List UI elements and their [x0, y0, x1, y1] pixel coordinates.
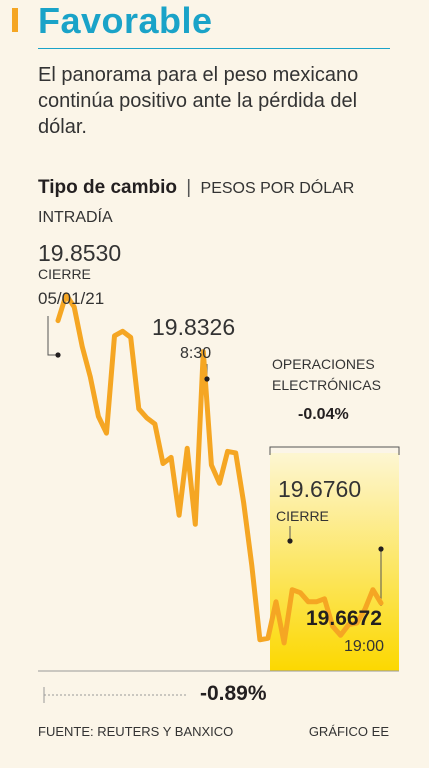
data-point [73, 306, 75, 308]
open-date-label: 05/01/21 [38, 289, 105, 308]
data-point [219, 482, 220, 484]
data-point [65, 294, 67, 296]
close-value-label: 19.6760 [278, 476, 362, 502]
data-point [251, 564, 253, 566]
data-point [275, 601, 277, 603]
title-divider [38, 48, 390, 49]
total-change-label: -0.89% [200, 682, 267, 705]
peak-value-label: 19.8326 [152, 314, 236, 340]
data-point [315, 601, 317, 603]
chart-title-main: Tipo de cambio [38, 177, 178, 198]
data-point [340, 634, 342, 636]
data-point [283, 642, 285, 644]
page-title: Favorable [38, 0, 213, 41]
data-point [307, 601, 309, 603]
data-point [114, 335, 115, 337]
data-point [291, 589, 293, 591]
data-point [356, 622, 358, 624]
chart-title: Tipo de cambio | PESOS POR DÓLAR INTRADÍ… [38, 174, 398, 232]
data-point [146, 417, 148, 419]
data-point [130, 336, 132, 338]
last-time-label: 19:00 [344, 638, 385, 655]
data-point [81, 346, 83, 347]
data-point [364, 608, 366, 610]
data-point [210, 464, 212, 466]
data-point [186, 447, 188, 449]
data-point [122, 330, 124, 332]
point-last [378, 546, 384, 552]
data-point [227, 450, 229, 452]
chart-title-unit: PESOS POR DÓLAR INTRADÍA [38, 180, 355, 226]
graphic-credit: GRÁFICO EE [308, 724, 389, 739]
ops-label-2: ELECTRÓNICAS [272, 377, 381, 393]
data-point [235, 452, 237, 454]
highlight-region [270, 453, 399, 671]
data-point [324, 598, 325, 600]
ops-change-label: -0.04% [298, 406, 349, 423]
data-point [380, 602, 382, 604]
data-point [259, 639, 261, 641]
data-point [243, 502, 245, 504]
data-point [178, 514, 180, 516]
data-point [154, 423, 156, 425]
close-label: CIERRE [276, 508, 329, 524]
data-point [202, 351, 204, 353]
last-value-label: 19.6672 [306, 607, 382, 630]
data-point [89, 376, 91, 378]
data-point [138, 408, 140, 410]
data-point [372, 589, 374, 591]
page-subtitle: El panorama para el peso mexicano contin… [38, 64, 359, 138]
data-point [97, 415, 99, 417]
source-note: FUENTE: REUTERS Y BANXICO [38, 724, 234, 739]
data-point [299, 592, 301, 594]
data-point [57, 320, 59, 322]
data-point [162, 463, 164, 464]
chart-title-separator: | [186, 177, 192, 198]
point-open [55, 352, 61, 358]
point-close [287, 538, 293, 544]
open-value-label: 19.8530 [38, 240, 122, 266]
data-point [170, 456, 172, 458]
point-peak [204, 376, 210, 382]
data-point [194, 523, 196, 525]
bracket [269, 446, 400, 455]
series-layer [55, 292, 384, 646]
accent-bar [12, 8, 18, 32]
open-close-label: CIERRE [38, 266, 91, 282]
data-point [348, 624, 350, 626]
open-leader [47, 316, 58, 356]
data-point [332, 625, 334, 627]
peak-time-label: 8:30 [180, 345, 212, 362]
data-point [267, 637, 269, 639]
ops-label-1: OPERACIONES [272, 356, 375, 372]
data-point [106, 432, 107, 434]
